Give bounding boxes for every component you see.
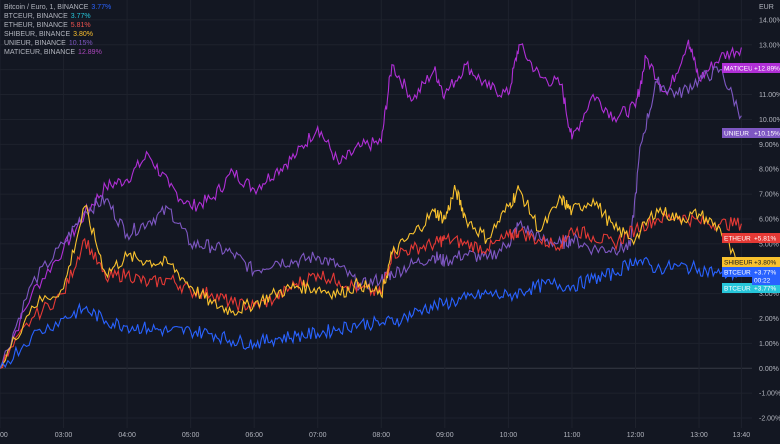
series-value-tag-etheur-bg [752, 233, 780, 243]
legend-entry[interactable]: MATICEUR, BINANCE 12.89% [4, 48, 111, 57]
series-name-tag-btceur-alt: BTCEUR [724, 286, 751, 293]
y-axis-unit: EUR [759, 4, 774, 11]
series-value-tag-btceur-bg [752, 267, 780, 277]
y-tick-label: 0.00% [759, 366, 779, 373]
series-name-tag-maticeur-bg [722, 63, 752, 73]
series-name-tag-unieur-bg [722, 128, 752, 138]
series-value-tag-shibeur-bg [752, 257, 780, 267]
legend-entry[interactable]: SHIBEUR, BINANCE 3.80% [4, 30, 111, 39]
x-tick-label: 05:00 [182, 432, 200, 439]
legend-entry-name: SHIBEUR, BINANCE [4, 31, 71, 38]
legend-entry[interactable]: ETHEUR, BINANCE 5.81% [4, 21, 111, 30]
legend-entry-value: 5.81% [70, 22, 91, 29]
x-tick-label: 13:40 [733, 432, 751, 439]
x-tick-label: 06:00 [245, 432, 263, 439]
legend-entry-value: 3.77% [91, 4, 112, 11]
x-tick-label: 07:00 [309, 432, 327, 439]
legend-entry-name: MATICEUR, BINANCE [4, 49, 76, 56]
y-tick-label: 11.00% [759, 92, 780, 99]
x-tick-label: 03:00 [55, 432, 73, 439]
x-tick-label: 08:00 [373, 432, 391, 439]
series-value-tag-etheur: +5.81% [754, 236, 776, 243]
series-value-tag-unieur: +10.15% [754, 131, 780, 138]
series-value-tag-unieur-bg [752, 128, 780, 138]
y-tick-label: 10.00% [759, 117, 780, 124]
legend-entry-value: 10.15% [68, 40, 93, 47]
axis-layer: EUR14.00%13.00%12.00%11.00%10.00%9.00%8.… [0, 4, 780, 439]
legend: Bitcoin / Euro, 1, BINANCE 3.77% BTCEUR, B… [4, 3, 111, 57]
x-tick-label: 13:00 [690, 432, 708, 439]
series-name-tag-btceur: BTCEUR [724, 270, 751, 277]
y-tick-label: -2.00% [759, 416, 780, 423]
series-line-btceur [0, 256, 742, 369]
y-tick-label: 9.00% [759, 142, 779, 149]
series-line-maticeur [0, 39, 742, 369]
series-name-tag-unieur: UNIEUR [724, 131, 749, 138]
legend-entry-value: 12.89% [78, 49, 102, 56]
series-line-shibeur [0, 184, 742, 369]
legend-entry-value: 3.77% [70, 13, 91, 20]
y-tick-label: 8.00% [759, 167, 779, 174]
series-name-tag-shibeur-bg [722, 257, 752, 267]
grid-layer [0, 0, 752, 428]
legend-entry-name: UNIEUR, BINANCE [4, 40, 66, 47]
legend-entry[interactable]: BTCEUR, BINANCE 3.77% [4, 12, 111, 21]
series-layer [0, 39, 742, 369]
y-tick-label: -1.00% [759, 391, 780, 398]
x-tick-label: 12:00 [627, 432, 645, 439]
price-labels: MATICEUR+12.89% UNIEUR +10.15% ETHEUR +5.81%… [722, 63, 780, 293]
legend-entry-value: 3.80% [73, 31, 93, 38]
legend-entry[interactable]: UNIEUR, BINANCE 10.15% [4, 39, 111, 48]
series-value-tag-btceur: +3.77% [754, 270, 776, 277]
legend-entry[interactable]: Bitcoin / Euro, 1, BINANCE 3.77% [4, 3, 111, 12]
y-tick-label: 7.00% [759, 192, 779, 199]
series-name-tag-shibeur: SHIBEUR [724, 260, 753, 267]
legend-entry-name: ETHEUR, BINANCE [4, 22, 68, 29]
y-tick-label: 3.00% [759, 291, 779, 298]
y-tick-label: 14.00% [759, 17, 780, 24]
x-tick-label: 10:00 [500, 432, 518, 439]
y-tick-label: 5.00% [759, 241, 779, 248]
series-value-tag-btceur-alt-bg [752, 283, 780, 293]
series-value-tag-btceur-alt: +3.77% [754, 286, 776, 293]
x-tick-label: 11:00 [563, 432, 580, 439]
y-tick-label: 1.00% [759, 341, 779, 348]
series-name-tag-maticeur: MATICEUR [724, 66, 758, 73]
x-tick-label: 04:00 [118, 432, 136, 439]
x-tick-label: 09:00 [436, 432, 454, 439]
series-line-unieur [0, 66, 742, 369]
series-name-tag-btceur-alt-bg [722, 283, 752, 293]
legend-entry-name: BTCEUR, BINANCE [4, 13, 68, 20]
y-tick-label: 6.00% [759, 216, 779, 223]
series-name-tag-etheur-bg [722, 233, 752, 243]
legend-entry-name: Bitcoin / Euro, 1, BINANCE [4, 4, 89, 11]
series-name-tag-etheur: ETHEUR [724, 236, 751, 243]
countdown-tag: 00:22 [754, 278, 771, 285]
series-name-tag-btceur-bg [722, 267, 752, 277]
y-tick-label: 2.00% [759, 316, 779, 323]
series-value-tag-maticeur-bg [752, 63, 780, 73]
countdown-tag-bg [752, 275, 780, 285]
y-tick-label: 13.00% [759, 42, 780, 49]
series-value-tag-shibeur: +3.80% [754, 260, 776, 267]
x-tick-label: 00 [0, 432, 8, 439]
series-value-tag-maticeur: +12.89% [754, 66, 780, 73]
